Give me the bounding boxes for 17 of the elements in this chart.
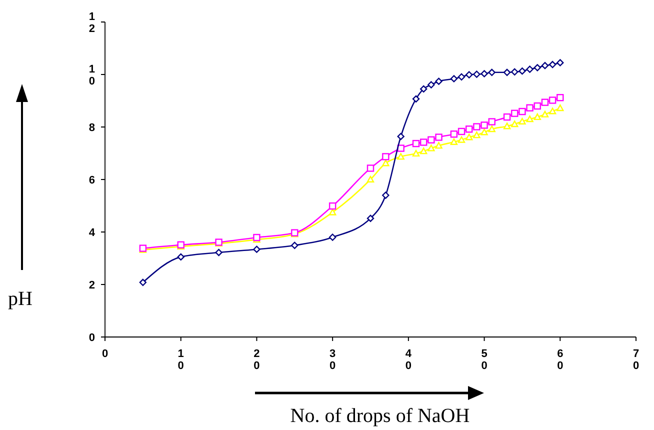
x-tick-label: 0 [102,348,108,360]
x-tick-label: 7 0 [632,348,640,372]
x-tick-label: 4 0 [405,348,412,372]
y-axis-title: pH [8,288,32,310]
y-tick-label: 1 2 [88,11,95,35]
x-axis-title: No. of drops of NaOH [290,405,470,427]
x-tick-label: 5 0 [481,348,488,372]
y-tick-label: 4 [88,227,96,239]
x-tick-label: 2 0 [254,348,260,372]
y-tick-label: 0 [88,332,95,344]
y-tick-label: 8 [88,122,95,134]
x-tick-label: 1 0 [178,348,184,372]
y-tick-label: 1 0 [88,64,95,88]
x-tick-label: 6 0 [557,348,564,372]
x-tick-label: 3 0 [330,348,336,372]
y-tick-label: 6 [88,174,95,186]
y-tick-label: 2 [88,280,95,292]
